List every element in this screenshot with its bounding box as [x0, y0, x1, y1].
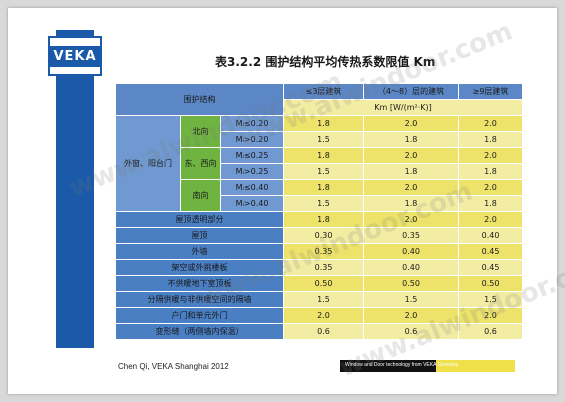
- footer-bar: [340, 360, 515, 372]
- heat-transfer-table: 围护结构 ≤3层建筑 （4～8）层的建筑 ≥9层建筑 Km [W/(m²·K)]…: [114, 83, 524, 340]
- value-cell: 0.45: [458, 243, 524, 260]
- value-cell: 2.0: [363, 307, 460, 324]
- value-cell: 0.6: [458, 323, 524, 340]
- table-row: 户门和单元外门 2.0 2.0 2.0: [114, 307, 524, 324]
- table-row: Mᵢ>0.25 1.5 1.8 1.8: [116, 163, 524, 180]
- value-cell: 2.0: [363, 115, 460, 132]
- condition-cell: Mᵢ>0.25: [219, 163, 285, 180]
- row-label: 屋顶: [114, 227, 285, 244]
- table-row: 东、西向 Mᵢ≤0.25 1.8 2.0 2.0: [116, 147, 524, 180]
- row-label: 不供暖地下室顶板: [114, 275, 285, 292]
- value-cell: 1.8: [363, 131, 460, 148]
- value-cell: 2.0: [458, 115, 524, 132]
- veka-logo: VEKA: [48, 36, 102, 76]
- row-label: 架空或外挑楼板: [114, 259, 285, 276]
- value-cell: 0.40: [458, 227, 524, 244]
- value-cell: 1.5: [458, 291, 524, 308]
- value-cell: 1.8: [283, 211, 365, 228]
- value-cell: 0.50: [363, 275, 460, 292]
- value-cell: 2.0: [363, 179, 460, 196]
- value-cell: 1.8: [283, 179, 365, 196]
- value-cell: 0.35: [363, 227, 460, 244]
- row-label: 户门和单元外门: [114, 307, 285, 324]
- header-unit: Km [W/(m²·K)]: [283, 99, 524, 116]
- orientation-south: 南向: [180, 179, 221, 212]
- value-cell: 1.8: [458, 131, 524, 148]
- value-cell: 1.8: [363, 195, 460, 212]
- value-cell: 0.40: [363, 243, 460, 260]
- value-cell: 2.0: [363, 211, 460, 228]
- value-cell: 1.5: [283, 163, 365, 180]
- table-row: 不供暖地下室顶板 0.50 0.50 0.50: [114, 275, 524, 292]
- table-row: 南向 Mᵢ≤0.40 1.8 2.0 2.0: [116, 179, 524, 212]
- value-cell: 0.35: [283, 259, 365, 276]
- table-row: 架空或外挑楼板 0.35 0.40 0.45: [114, 259, 524, 276]
- table-row: 外窗、阳台门 北向 Mᵢ≤0.20 1.8 2.0 2.0: [115, 115, 524, 212]
- header-col-1: ≤3层建筑: [283, 83, 365, 100]
- value-cell: 0.6: [363, 323, 460, 340]
- row-label: 分隔供暖与非供暖空间的隔墙: [114, 291, 285, 308]
- veka-logo-text: VEKA: [49, 45, 101, 67]
- value-cell: 0.45: [458, 259, 524, 276]
- value-cell: 1.5: [283, 131, 365, 148]
- value-cell: 2.0: [283, 307, 365, 324]
- value-cell: 1.8: [283, 147, 365, 164]
- row-label: 外墙: [114, 243, 285, 260]
- value-cell: 1.5: [283, 195, 365, 212]
- value-cell: 2.0: [458, 211, 524, 228]
- value-cell: 0.35: [283, 243, 365, 260]
- orientation-north: 北向: [180, 115, 221, 148]
- header-col-2: （4～8）层的建筑: [363, 83, 460, 100]
- value-cell: 1.8: [363, 163, 460, 180]
- value-cell: 1.8: [458, 195, 524, 212]
- orientation-east-west: 东、西向: [180, 147, 221, 180]
- footer-credit: Chen Qi, VEKA Shanghai 2012: [118, 362, 229, 371]
- value-cell: 0.30: [283, 227, 365, 244]
- condition-cell: Mᵢ>0.20: [219, 131, 285, 148]
- value-cell: 2.0: [458, 147, 524, 164]
- condition-cell: Mᵢ>0.40: [219, 195, 285, 212]
- header-row-label: 围护结构: [114, 83, 285, 116]
- footer-tagline: Window and Door technology from VEKA Ger…: [345, 362, 459, 368]
- header-col-3: ≥9层建筑: [458, 83, 524, 100]
- value-cell: 1.5: [363, 291, 460, 308]
- table-row: Mᵢ>0.20 1.5 1.8 1.8: [116, 131, 524, 148]
- value-cell: 0.50: [458, 275, 524, 292]
- value-cell: 1.8: [283, 115, 365, 132]
- table-row: 分隔供暖与非供暖空间的隔墙 1.5 1.5 1.5: [114, 291, 524, 308]
- value-cell: 2.0: [458, 179, 524, 196]
- value-cell: 2.0: [458, 307, 524, 324]
- condition-cell: Mᵢ≤0.25: [219, 147, 285, 164]
- value-cell: 1.8: [458, 163, 524, 180]
- table-row: 外墙 0.35 0.40 0.45: [114, 243, 524, 260]
- table-row: 变形缝（两侧墙内保温） 0.6 0.6 0.6: [114, 323, 524, 340]
- value-cell: 0.40: [363, 259, 460, 276]
- table-title: 表3.2.2 围护结构平均传热系数限值 Km: [215, 55, 436, 69]
- table-row: 屋顶 0.30 0.35 0.40: [114, 227, 524, 244]
- table-header-row: 围护结构 ≤3层建筑 （4～8）层的建筑 ≥9层建筑: [114, 83, 524, 116]
- row-label: 变形缝（两侧墙内保温）: [114, 323, 285, 340]
- value-cell: 2.0: [363, 147, 460, 164]
- value-cell: 1.5: [283, 291, 365, 308]
- value-cell: 0.50: [283, 275, 365, 292]
- value-cell: 0.6: [283, 323, 365, 340]
- brand-sidebar: [56, 30, 94, 348]
- window-label: 外窗、阳台门: [115, 115, 181, 212]
- row-label: 屋顶透明部分: [114, 211, 285, 228]
- condition-cell: Mᵢ≤0.40: [219, 179, 285, 196]
- condition-cell: Mᵢ≤0.20: [219, 115, 285, 132]
- table-row: 屋顶透明部分 1.8 2.0 2.0: [114, 211, 524, 228]
